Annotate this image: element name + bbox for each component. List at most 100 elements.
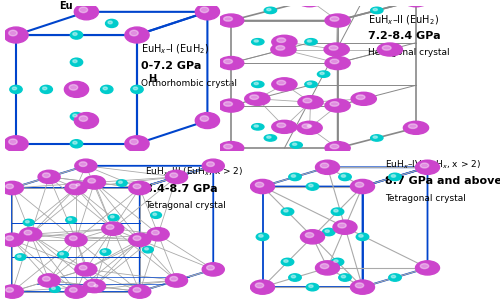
Circle shape bbox=[70, 31, 83, 39]
Circle shape bbox=[289, 274, 301, 281]
Circle shape bbox=[133, 288, 141, 292]
Circle shape bbox=[79, 265, 87, 270]
Circle shape bbox=[284, 260, 288, 262]
Circle shape bbox=[166, 170, 188, 184]
Circle shape bbox=[416, 261, 440, 275]
Circle shape bbox=[69, 85, 78, 90]
Circle shape bbox=[196, 4, 220, 20]
Circle shape bbox=[356, 283, 364, 288]
Circle shape bbox=[206, 265, 214, 270]
Circle shape bbox=[106, 225, 114, 229]
Circle shape bbox=[324, 43, 349, 56]
Circle shape bbox=[330, 59, 339, 64]
Circle shape bbox=[12, 87, 16, 90]
Circle shape bbox=[309, 285, 313, 288]
Circle shape bbox=[416, 160, 440, 174]
Circle shape bbox=[102, 222, 124, 235]
Circle shape bbox=[79, 7, 88, 13]
Circle shape bbox=[266, 8, 271, 11]
Circle shape bbox=[290, 142, 302, 148]
Circle shape bbox=[308, 125, 312, 127]
Circle shape bbox=[256, 182, 264, 187]
Circle shape bbox=[320, 163, 328, 168]
Circle shape bbox=[298, 96, 323, 109]
Circle shape bbox=[70, 236, 77, 240]
Circle shape bbox=[6, 184, 14, 189]
Circle shape bbox=[378, 43, 402, 56]
Circle shape bbox=[306, 284, 319, 291]
Circle shape bbox=[170, 173, 177, 178]
Circle shape bbox=[50, 286, 60, 292]
Text: Tetragonal crystal: Tetragonal crystal bbox=[144, 201, 226, 210]
Circle shape bbox=[373, 8, 378, 11]
Circle shape bbox=[224, 17, 232, 21]
Circle shape bbox=[144, 248, 148, 250]
Circle shape bbox=[316, 160, 340, 174]
Circle shape bbox=[79, 162, 87, 166]
Circle shape bbox=[254, 82, 258, 85]
Circle shape bbox=[291, 175, 296, 177]
Circle shape bbox=[389, 274, 401, 281]
Text: EuH$_x$–II (EuH$_2$): EuH$_x$–II (EuH$_2$) bbox=[368, 13, 440, 27]
Circle shape bbox=[356, 233, 369, 240]
Text: 7.2-8.4 GPa: 7.2-8.4 GPa bbox=[368, 31, 441, 41]
Circle shape bbox=[359, 235, 363, 237]
Circle shape bbox=[305, 81, 317, 88]
Circle shape bbox=[271, 43, 296, 56]
Circle shape bbox=[134, 87, 138, 90]
Text: EuH$_x$–IV(EuH$_x$, x > 2): EuH$_x$–IV(EuH$_x$, x > 2) bbox=[385, 158, 481, 171]
Circle shape bbox=[308, 82, 312, 85]
Circle shape bbox=[350, 179, 374, 194]
Circle shape bbox=[73, 114, 77, 117]
Circle shape bbox=[272, 78, 297, 91]
Circle shape bbox=[108, 214, 119, 221]
Circle shape bbox=[331, 258, 344, 266]
Circle shape bbox=[8, 30, 17, 36]
Circle shape bbox=[65, 233, 87, 246]
Circle shape bbox=[224, 144, 232, 149]
Circle shape bbox=[38, 274, 60, 287]
Text: Eu: Eu bbox=[58, 1, 72, 11]
Circle shape bbox=[305, 39, 317, 45]
Circle shape bbox=[254, 125, 258, 127]
Circle shape bbox=[264, 135, 276, 141]
Circle shape bbox=[292, 143, 297, 145]
Circle shape bbox=[224, 59, 232, 64]
Circle shape bbox=[277, 38, 285, 43]
Circle shape bbox=[73, 60, 77, 63]
Circle shape bbox=[389, 173, 401, 181]
Circle shape bbox=[325, 230, 330, 233]
Circle shape bbox=[2, 233, 24, 246]
Circle shape bbox=[108, 21, 112, 24]
Text: 8.4-8.7 GPa: 8.4-8.7 GPa bbox=[144, 184, 218, 194]
Circle shape bbox=[74, 113, 98, 129]
Circle shape bbox=[329, 46, 338, 50]
Circle shape bbox=[65, 285, 87, 298]
Circle shape bbox=[420, 264, 428, 268]
Circle shape bbox=[404, 0, 428, 7]
Circle shape bbox=[277, 80, 285, 85]
Circle shape bbox=[408, 0, 418, 1]
Circle shape bbox=[325, 142, 350, 155]
Circle shape bbox=[256, 283, 264, 288]
Circle shape bbox=[306, 183, 319, 190]
Circle shape bbox=[68, 218, 71, 220]
Circle shape bbox=[391, 275, 396, 278]
Circle shape bbox=[133, 184, 141, 189]
Circle shape bbox=[84, 176, 106, 189]
Circle shape bbox=[70, 288, 77, 292]
Circle shape bbox=[125, 136, 149, 152]
Circle shape bbox=[4, 136, 28, 152]
Circle shape bbox=[218, 56, 244, 69]
Circle shape bbox=[330, 144, 339, 149]
Circle shape bbox=[60, 253, 64, 255]
Circle shape bbox=[130, 30, 138, 36]
Circle shape bbox=[254, 40, 258, 42]
Circle shape bbox=[8, 139, 17, 145]
Circle shape bbox=[4, 27, 28, 43]
Circle shape bbox=[316, 261, 340, 275]
Circle shape bbox=[264, 7, 276, 14]
Circle shape bbox=[302, 0, 311, 1]
Circle shape bbox=[40, 85, 52, 93]
Text: 0-7.2 GPa: 0-7.2 GPa bbox=[142, 61, 202, 71]
